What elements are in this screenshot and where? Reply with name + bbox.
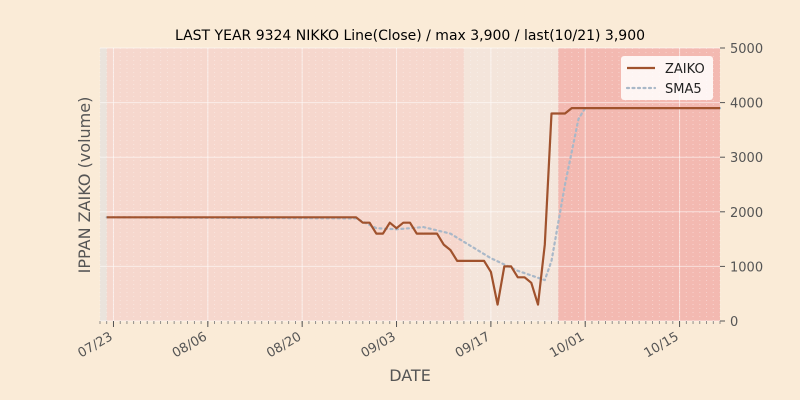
x-tick-label: 10/01 — [547, 329, 587, 361]
legend-label-zaiko: ZAIKO — [665, 62, 705, 77]
x-axis-label: DATE — [389, 366, 431, 385]
y-tick-label: 2000 — [730, 206, 763, 221]
y-tick-label: 4000 — [730, 97, 763, 112]
x-tick-label: 09/03 — [359, 329, 399, 361]
y-tick-label: 5000 — [730, 42, 763, 57]
plot-area: 0 1000 2000 3000 4000 5000 07/23 08/06 08/20 09/0… — [76, 42, 764, 361]
chart-title: LAST YEAR 9324 NIKKO Line(Close) / max 3… — [175, 28, 645, 44]
y-tick-label: 1000 — [730, 260, 763, 275]
x-tick-label: 07/23 — [76, 329, 116, 361]
legend-label-sma5: SMA5 — [665, 82, 702, 97]
x-tick-label: 08/20 — [264, 329, 304, 361]
series-line-sma5 — [105, 106, 722, 282]
y-tick-label: 3000 — [730, 151, 763, 166]
x-tick-label: 09/17 — [453, 329, 493, 361]
y-tick-label: 0 — [730, 315, 738, 330]
series-line-zaiko — [106, 106, 720, 306]
background-band-1 — [106, 48, 464, 321]
x-tick-label: 10/15 — [642, 329, 682, 361]
x-tick-label: 08/06 — [170, 329, 210, 361]
background-band-2 — [463, 48, 559, 321]
y-axis-label: IPPAN ZAIKO (volume) — [75, 97, 94, 274]
